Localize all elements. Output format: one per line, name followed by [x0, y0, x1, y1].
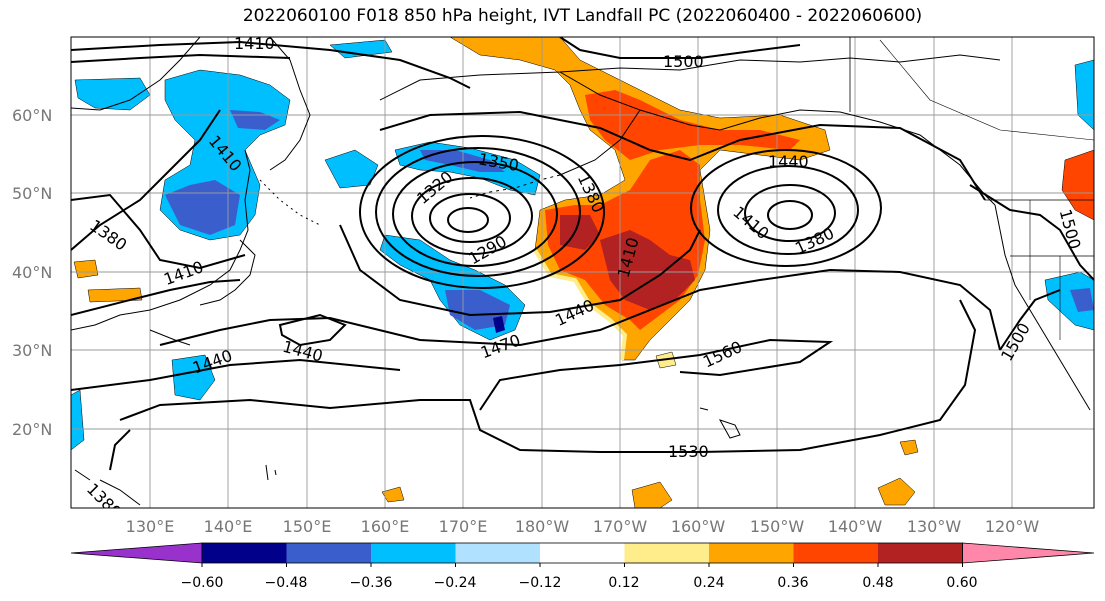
ivt-strong-negative-center: [420, 150, 505, 172]
lat-label: 30°N: [12, 341, 52, 360]
ivt-very-strong-negative: [493, 316, 505, 333]
ivt-positive-blob-6: [87, 287, 143, 303]
ivt-negative-region-nw: [324, 149, 379, 189]
colorbar: [70, 542, 1095, 567]
colorbar-tick-label: −0.60: [181, 575, 224, 591]
longitude-labels: 130°E 140°E 150°E 160°E 170°E 180°W 170°…: [126, 517, 1040, 536]
colorbar-tick-label: 0.12: [608, 575, 639, 591]
ivt-strong-negative-east: [1070, 288, 1094, 312]
lon-label: 130°W: [907, 517, 962, 536]
map-title: 2022060100 F018 850 hPa height, IVT Land…: [242, 6, 923, 26]
lon-label: 170°E: [439, 517, 488, 536]
latitude-labels: 60°N 50°N 40°N 30°N 20°N: [12, 106, 52, 439]
lon-label: 140°E: [204, 517, 253, 536]
colorbar-tick-label: −0.48: [265, 575, 308, 591]
ivt-positive-blob-5: [73, 259, 99, 279]
ivt-negative-region-edge: [71, 389, 85, 451]
lon-label: 150°E: [283, 517, 332, 536]
ivt-positive-blob-2: [877, 477, 916, 506]
lon-label: 130°E: [126, 517, 175, 536]
lat-label: 50°N: [12, 184, 52, 203]
ivt-strong-positive-core: [600, 230, 695, 310]
ivt-positive-blob-3: [899, 439, 919, 456]
colorbar-segment: [286, 543, 372, 563]
lon-label: 140°W: [828, 517, 883, 536]
colorbar-tick-label: 0.24: [693, 575, 724, 591]
lat-label: 60°N: [12, 106, 52, 125]
colorbar-tick-label: −0.36: [350, 575, 393, 591]
colorbar-tick-label: 0.36: [777, 575, 808, 591]
lat-label: 20°N: [12, 420, 52, 439]
ivt-negative-region-top: [329, 39, 393, 59]
colorbar-extend-high: [962, 542, 1095, 564]
height-contours: [71, 37, 1094, 471]
colorbar-segment: [540, 543, 625, 563]
lon-label: 160°W: [671, 517, 726, 536]
colorbar-segment: [878, 543, 963, 563]
map-border: [70, 36, 1095, 509]
lon-label: 180°W: [515, 517, 570, 536]
colorbar-tick-label: −0.24: [434, 575, 477, 591]
colorbar-tick-label: 0.48: [862, 575, 893, 591]
contour-label: 1500: [663, 52, 704, 71]
ivt-strong-negative-north: [165, 180, 240, 235]
contour-label: 1410: [234, 34, 275, 53]
colorbar-extend-low: [70, 542, 203, 564]
colorbar-tick-label: 0.60: [946, 575, 977, 591]
colorbar-segment: [455, 543, 541, 563]
ivt-positive-blob-1: [631, 481, 673, 508]
contour-label: 1440: [768, 152, 809, 171]
colorbar-tick-label: −0.12: [519, 575, 562, 591]
colorbar-segment: [624, 543, 710, 563]
colorbar-segment: [202, 543, 287, 563]
colorbar-outline: [201, 542, 963, 564]
lon-label: 170°W: [593, 517, 648, 536]
ivt-negative-region-ne: [1074, 59, 1094, 131]
lat-label: 40°N: [12, 263, 52, 282]
lon-label: 160°E: [361, 517, 410, 536]
graticule: [71, 37, 1094, 508]
lon-label: 120°W: [985, 517, 1040, 536]
colorbar-segment: [709, 543, 794, 563]
colorbar-segment: [793, 543, 879, 563]
ivt-positive-coast: [1061, 149, 1094, 221]
colorbar-segment: [371, 543, 456, 563]
ivt-positive-blob-4: [381, 486, 405, 503]
ivt-negative-region-topleft: [74, 77, 151, 111]
ivt-negative-region-west: [171, 354, 216, 401]
contour-label: 1530: [668, 442, 709, 461]
colorbar-ticks: −0.60 −0.48 −0.36 −0.24 −0.12 0.12 0.24 …: [181, 575, 978, 591]
lon-label: 150°W: [750, 517, 805, 536]
